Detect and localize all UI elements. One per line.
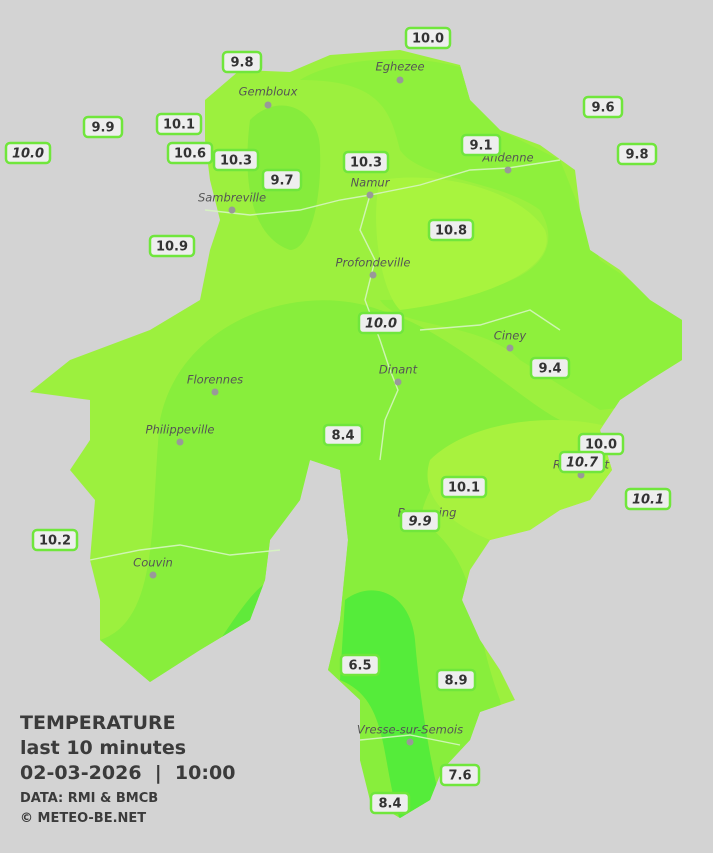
station-value: 10.0 [365,317,397,332]
station-value: 9.9 [408,515,431,530]
city-label: Eghezee [375,60,424,74]
station-value: 8.4 [331,429,354,444]
station-box [399,509,441,533]
city-label: Namur [351,176,391,190]
legend-datetime: 02-03-2026 | 10:00 [20,762,236,784]
city-label: Philippeville [146,423,215,437]
city-label: Gembloux [239,85,298,99]
station-box [261,168,303,192]
station-value: 7.6 [448,769,471,784]
station-value: 9.9 [91,121,114,136]
station-value: 10.2 [39,534,71,549]
city-dot [504,166,512,174]
city-label: Profondeville [336,256,411,270]
station-box [558,450,606,474]
station-value: 10.7 [566,456,599,471]
station-value: 10.6 [174,147,206,162]
station-box [357,311,405,335]
station-value: 10.1 [163,118,195,133]
station-value: 9.8 [625,148,648,163]
station-value: 10.1 [632,493,664,508]
station-value: 9.4 [538,362,561,377]
city-dot [406,738,414,746]
station-box [435,668,477,692]
station-value: 10.3 [350,156,382,171]
station-box [427,218,475,242]
station-box [221,50,263,74]
station-box [529,356,571,380]
station-value: 9.7 [270,174,293,189]
station-box [404,26,452,50]
station-value: 10.0 [585,438,617,453]
station-box [616,142,658,166]
station-box [155,112,203,136]
city-dot [264,101,272,109]
city-dot [369,271,377,279]
station-value: 10.3 [220,154,252,169]
station-value: 9.8 [230,56,253,71]
station-box [322,423,364,447]
city-dot [176,438,184,446]
station-box [624,487,672,511]
station-value: 10.8 [435,224,467,239]
legend-copyright: © METEO-BE.NET [20,811,147,826]
station-value: 9.1 [469,139,492,154]
city-dot [211,388,219,396]
city-dot [228,206,236,214]
station-box [166,141,214,165]
station-value: 6.5 [348,659,371,674]
station-box [369,791,411,815]
city-dot [396,76,404,84]
station-value: 10.9 [156,240,188,255]
station-box [339,653,381,677]
city-label: Ciney [494,329,527,343]
station-box [212,148,260,172]
station-box [148,234,196,258]
legend-period: last 10 minutes [20,737,187,759]
city-label: Florennes [187,373,243,387]
city-dot [394,378,402,386]
stations: 9.8 10.0 9.9 10.1 10.0 10.6 10.3 9.7 10.3 9.1 9.6 9… [4,26,672,815]
city-dot [149,571,157,579]
station-value: 10.1 [448,481,480,496]
station-box [31,528,79,552]
city-dot [506,344,514,352]
city-label: Sambreville [198,191,266,205]
station-box [342,150,390,174]
station-box [460,133,502,157]
station-value: 8.9 [444,674,467,689]
cities: GemblouxEghezeeAndenneNamurSambrevillePr… [133,60,610,746]
station-box [439,763,481,787]
station-box [82,115,124,139]
station-value: 9.6 [591,101,614,116]
legend-title: TEMPERATURE [20,712,176,734]
station-value: 8.4 [378,797,401,812]
city-dot [366,191,374,199]
station-value: 10.0 [412,32,444,47]
station-value: 10.0 [12,147,44,162]
station-box [4,141,52,165]
city-label: Couvin [133,556,173,570]
city-label: Vresse-sur-Semois [357,723,463,737]
station-box [582,95,624,119]
city-label: Dinant [379,363,418,377]
legend-source: DATA: RMI & BMCB [20,791,159,806]
station-box [440,475,488,499]
